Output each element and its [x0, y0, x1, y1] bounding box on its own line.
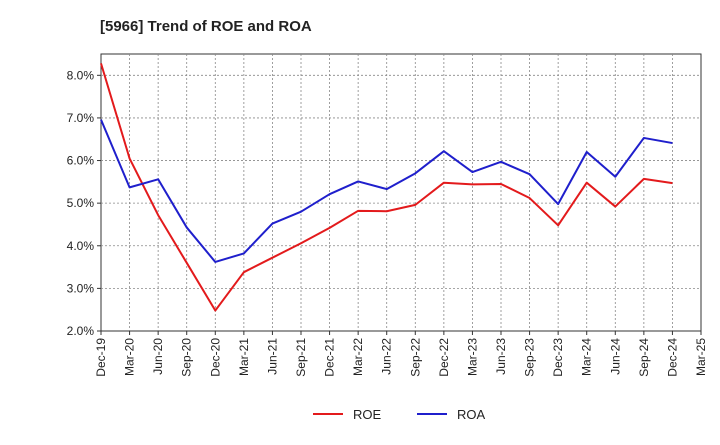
x-tick-label: Mar-20 [123, 338, 137, 376]
plot-area [100, 53, 702, 332]
series-line-roa [100, 119, 673, 263]
y-tick-label: 2.0% [67, 324, 95, 338]
y-tick-label: 7.0% [67, 111, 95, 125]
x-tick-label: Jun-24 [608, 338, 622, 375]
x-tick-label: Mar-25 [694, 338, 708, 376]
x-tick-label: Dec-19 [94, 338, 108, 377]
x-tick-label: Jun-21 [265, 338, 279, 375]
y-tick-label: 5.0% [67, 196, 95, 210]
y-tick-label: 6.0% [67, 154, 95, 168]
x-tick-label: Dec-20 [208, 338, 222, 377]
x-tick-label: Jun-22 [380, 338, 394, 375]
legend: ROE ROA [313, 407, 486, 422]
x-tick-label: Sep-24 [637, 338, 651, 377]
x-tick-label: Dec-22 [437, 338, 451, 377]
x-axis: Dec-19 Mar-20 Jun-20 Sep-20 Dec-20 Mar-21 Jun-… [94, 331, 708, 377]
x-tick-label: Jun-20 [151, 338, 165, 375]
x-tick-label: Mar-23 [465, 338, 479, 376]
x-tick-label: Dec-23 [551, 338, 565, 377]
series-line-roe [100, 63, 673, 312]
x-tick-label: Sep-20 [180, 338, 194, 377]
x-tick-label: Mar-21 [237, 338, 251, 376]
x-tick-label: Dec-21 [323, 338, 337, 377]
x-tick-label: Mar-24 [580, 338, 594, 376]
x-tick-label: Jun-23 [494, 338, 508, 375]
series-lines [100, 63, 673, 312]
y-tick-label: 8.0% [67, 68, 95, 82]
legend-label-roa: ROA [457, 407, 486, 422]
x-tick-label: Sep-22 [408, 338, 422, 377]
x-tick-label: Mar-22 [351, 338, 365, 376]
x-tick-label: Sep-23 [523, 338, 537, 377]
y-tick-label: 3.0% [67, 281, 95, 295]
y-tick-label: 4.0% [67, 239, 95, 253]
y-axis: 2.0% 3.0% 4.0% 5.0% 6.0% 7.0% 8.0% [67, 68, 101, 338]
x-tick-label: Sep-21 [294, 338, 308, 377]
chart-title: [5966] Trend of ROE and ROA [100, 18, 312, 35]
legend-label-roe: ROE [353, 407, 382, 422]
x-tick-label: Dec-24 [665, 338, 679, 377]
